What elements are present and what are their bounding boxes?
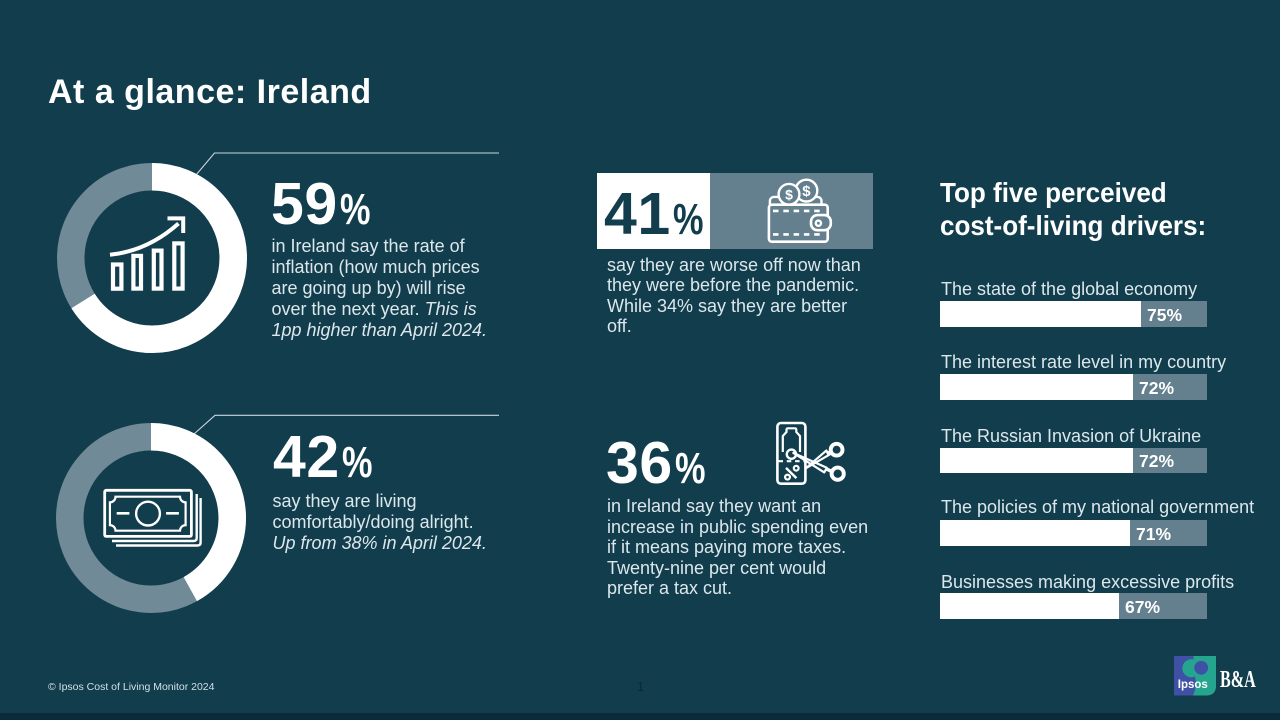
- svg-text:$: $: [802, 183, 811, 200]
- svg-text:$: $: [785, 186, 793, 202]
- svg-text:Ipsos: Ipsos: [1177, 679, 1207, 691]
